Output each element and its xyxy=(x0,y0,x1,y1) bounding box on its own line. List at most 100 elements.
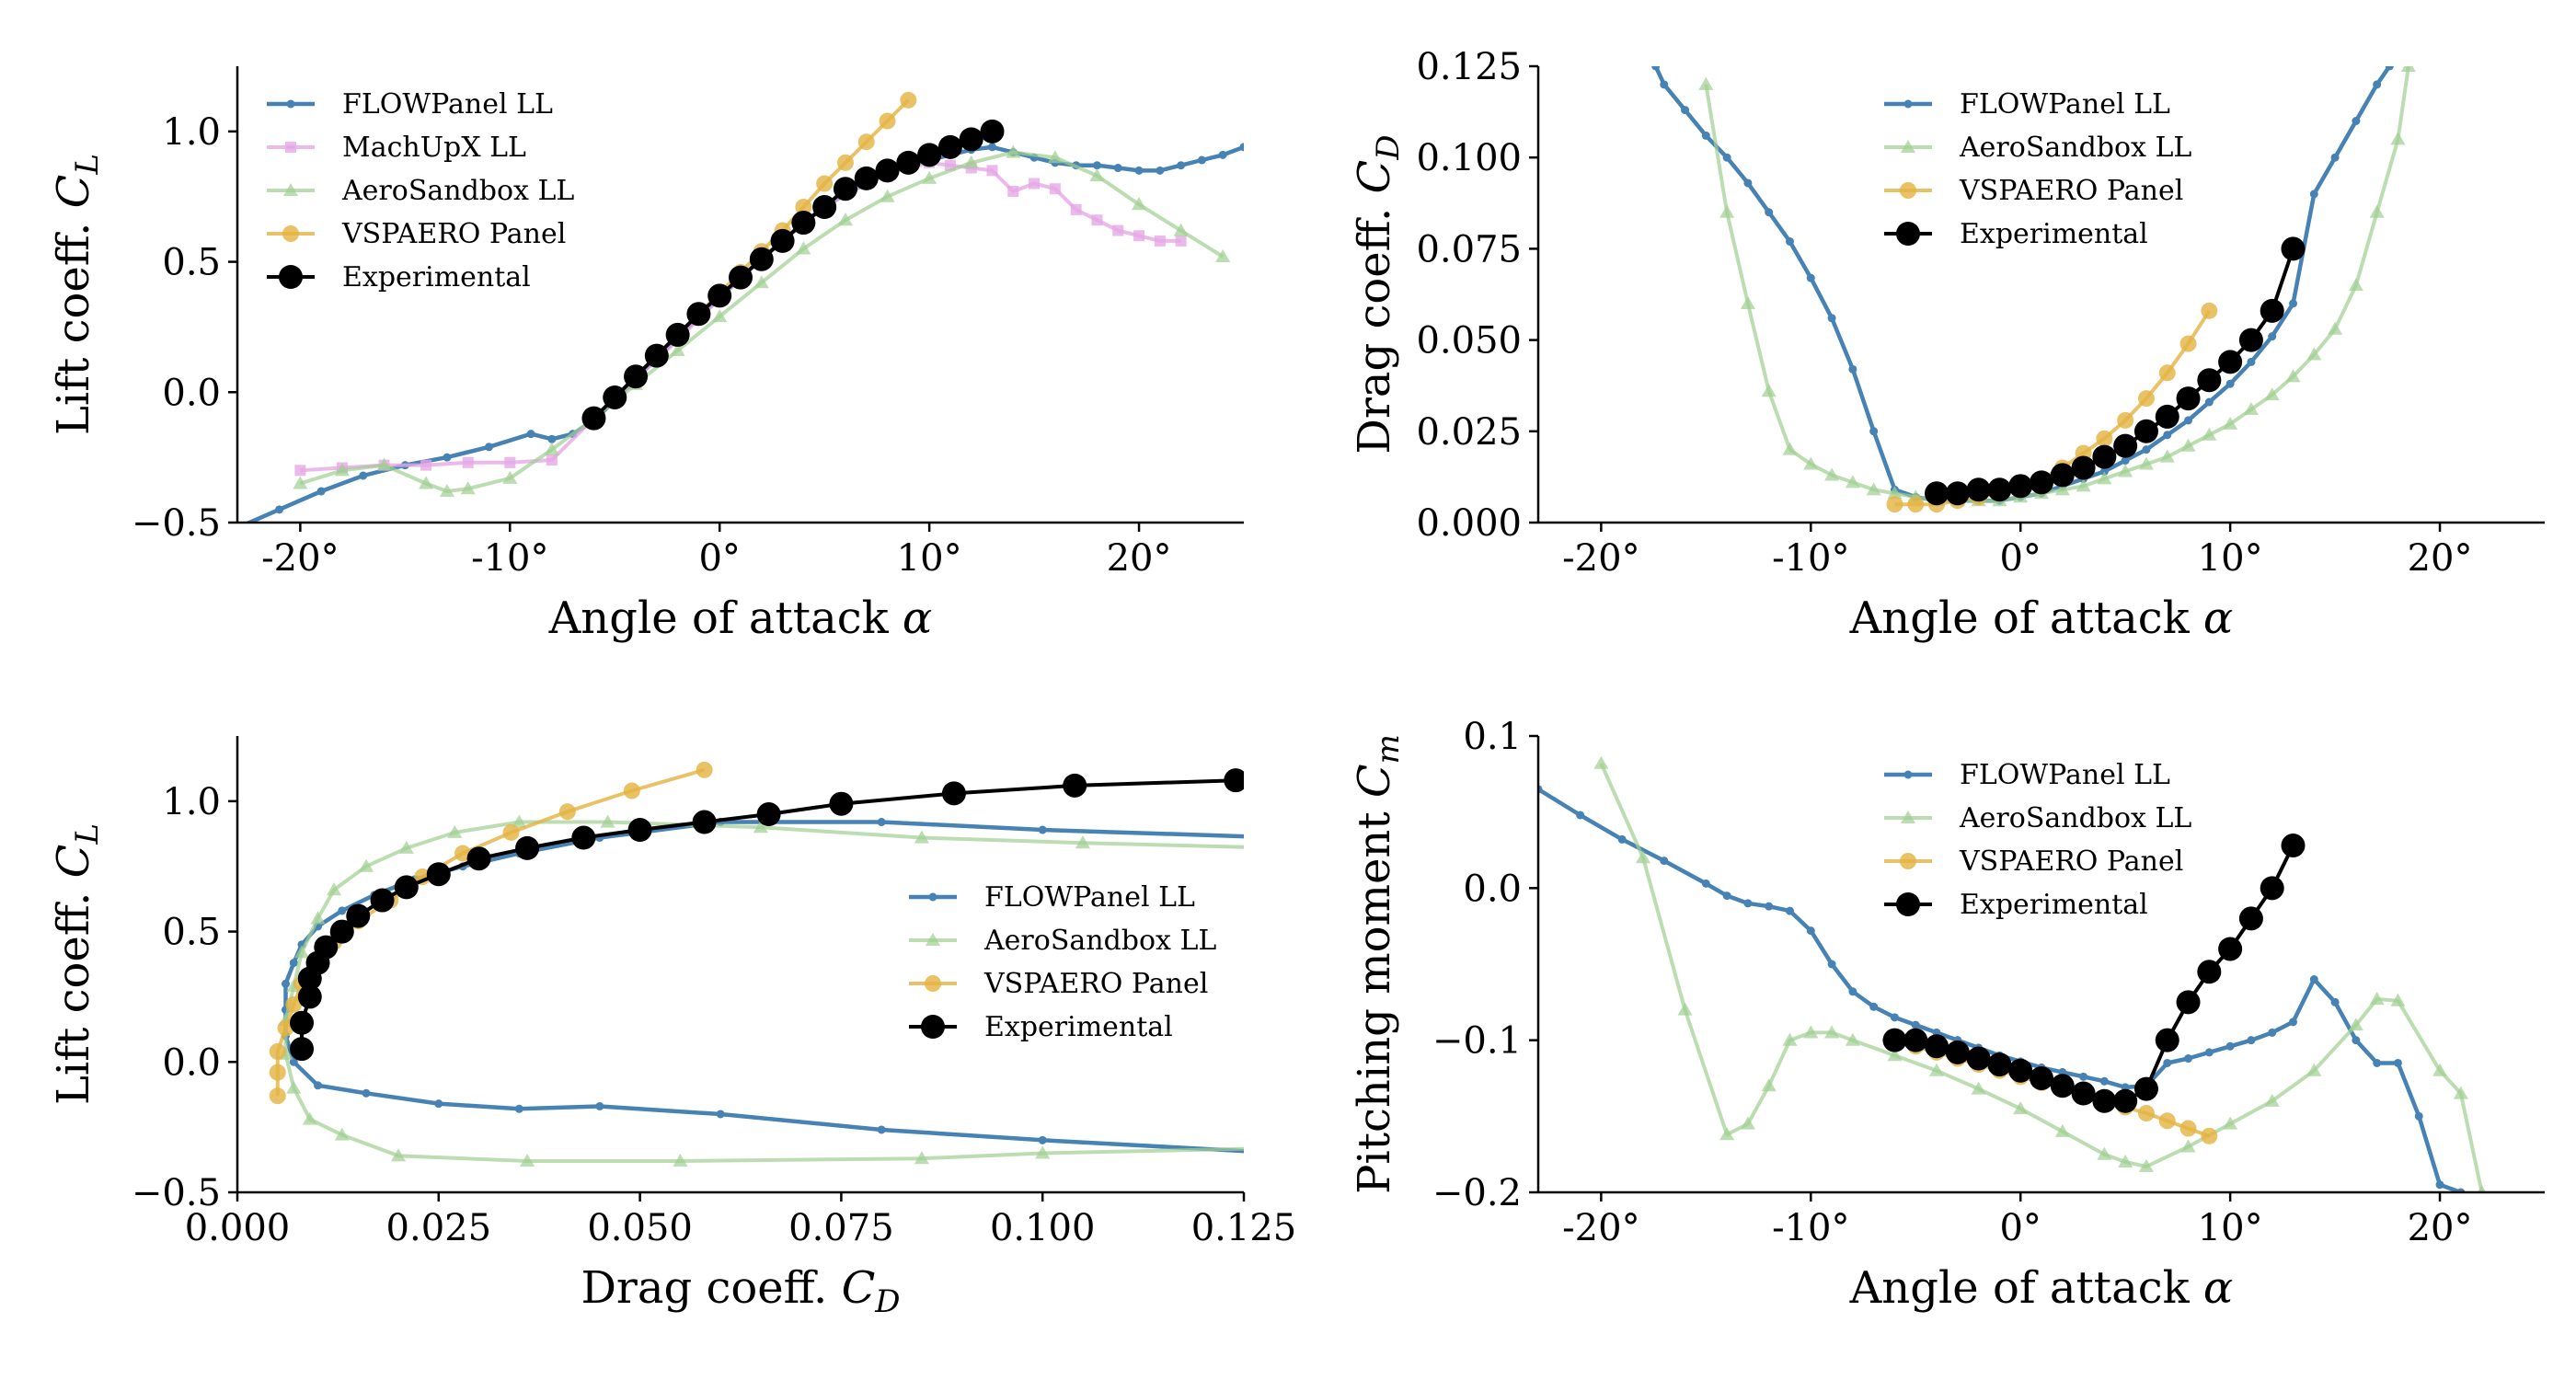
subplot-pitching-vs-alpha: -20° -10° 0° 10° 20° −0.2 −0.1 0.0 0.1 Angle of a… xyxy=(1349,716,2545,1314)
data-point-flowpanel-ll xyxy=(2163,431,2172,440)
x-tick-label: 20° xyxy=(1107,537,1172,580)
data-point-vspaero-panel xyxy=(269,1087,286,1105)
plot-area xyxy=(244,91,1244,523)
data-point-flowpanel-ll xyxy=(2330,153,2340,162)
legend-item-flowpanel-ll: FLOWPanel LL xyxy=(267,88,553,121)
subplot-lift-vs-alpha: -20° -10° 0° 10° 20° −0.5 0.0 0.5 1.0 Angle of at… xyxy=(48,66,1244,644)
data-point-experimental xyxy=(686,302,711,327)
data-point-vspaero-panel xyxy=(558,803,576,821)
data-point-flowpanel-ll xyxy=(2204,397,2214,407)
legend-item-flowpanel-ll: FLOWPanel LL xyxy=(1884,759,2170,791)
data-point-experimental xyxy=(1925,481,1949,506)
data-point-aerosandbox-ll xyxy=(1089,167,1105,182)
data-point-aerosandbox-ll xyxy=(963,155,979,168)
data-point-flowpanel-ll xyxy=(2099,1076,2109,1086)
data-point-aerosandbox-ll xyxy=(286,1080,302,1094)
y-axis-label-subscript: D xyxy=(1370,134,1407,160)
legend-swatch-marker xyxy=(925,975,941,992)
legend-label: AeroSandbox LL xyxy=(1959,802,2191,834)
plot-area xyxy=(1651,66,2416,513)
data-point-flowpanel-ll xyxy=(1617,834,1627,844)
legend-item-vspaero-panel: VSPAERO Panel xyxy=(1884,845,2183,878)
data-point-flowpanel-ll xyxy=(1869,1002,1879,1011)
data-point-flowpanel-ll xyxy=(1827,960,1836,969)
legend-label: VSPAERO Panel xyxy=(1959,845,2183,878)
data-point-aerosandbox-ll xyxy=(1277,841,1292,854)
x-tick-label: 20° xyxy=(2408,1207,2473,1249)
data-point-aerosandbox-ll xyxy=(512,814,527,828)
data-point-aerosandbox-ll xyxy=(753,820,768,834)
data-point-flowpanel-ll xyxy=(314,1081,323,1090)
data-point-vspaero-panel xyxy=(2179,1120,2197,1137)
data-point-flowpanel-ll xyxy=(1576,811,1585,820)
data-point-flowpanel-ll xyxy=(1660,857,1669,866)
x-axis-label-subscript: D xyxy=(874,1283,900,1320)
data-point-aerosandbox-ll xyxy=(1075,835,1091,849)
data-point-aerosandbox-ll xyxy=(390,1148,407,1162)
y-tick-label: 0.025 xyxy=(1416,411,1522,454)
data-point-machupx-ll xyxy=(504,456,516,468)
data-point-vspaero-panel xyxy=(623,782,640,799)
data-point-experimental xyxy=(2071,455,2096,480)
data-point-flowpanel-ll xyxy=(2247,357,2256,366)
y-tick-label: 0.0 xyxy=(162,372,221,414)
legend: FLOWPanel LL MachUpX LL AeroSandbox LL VSPA… xyxy=(267,88,574,293)
data-point-experimental xyxy=(2176,990,2201,1015)
legend-swatch-marker xyxy=(1900,139,1916,154)
data-point-aerosandbox-ll xyxy=(376,457,392,471)
legend-swatch-marker xyxy=(1903,99,1913,109)
x-axis-label: Angle of attack α xyxy=(548,592,933,644)
data-point-aerosandbox-ll xyxy=(2400,66,2416,73)
data-point-experimental xyxy=(1882,1028,1907,1052)
data-point-experimental xyxy=(2238,328,2263,352)
data-point-vspaero-panel xyxy=(2137,1105,2155,1122)
legend-swatch-marker xyxy=(286,99,295,109)
data-point-experimental xyxy=(290,1010,315,1035)
legend-item-experimental: Experimental xyxy=(1884,889,2148,921)
data-point-aerosandbox-ll xyxy=(2076,478,2091,492)
data-point-aerosandbox-ll xyxy=(2054,1123,2070,1137)
data-point-flowpanel-ll xyxy=(514,1104,523,1113)
data-point-vspaero-panel xyxy=(454,845,472,862)
legend-item-vspaero-panel: VSPAERO Panel xyxy=(1884,175,2183,207)
data-point-aerosandbox-ll xyxy=(914,1151,929,1165)
data-point-machupx-ll xyxy=(1112,224,1124,236)
data-point-experimental xyxy=(1987,1052,2012,1077)
data-point-experimental xyxy=(980,119,1005,144)
data-point-flowpanel-ll xyxy=(2142,445,2151,454)
data-point-experimental xyxy=(791,211,816,236)
data-point-flowpanel-ll xyxy=(2330,997,2340,1006)
data-point-aerosandbox-ll xyxy=(293,476,308,489)
data-point-aerosandbox-ll xyxy=(2118,464,2133,477)
data-point-vspaero-panel xyxy=(285,995,303,1013)
data-point-aerosandbox-ll xyxy=(293,945,310,959)
data-point-aerosandbox-ll xyxy=(1866,482,1881,496)
data-point-flowpanel-ll xyxy=(1827,314,1836,323)
data-point-aerosandbox-ll xyxy=(1887,486,1903,500)
data-point-flowpanel-ll xyxy=(1890,1013,1899,1022)
data-point-aerosandbox-ll xyxy=(2118,1154,2133,1167)
x-axis-label-symbol: α xyxy=(903,592,932,644)
legend-label: Experimental xyxy=(342,261,531,293)
y-tick-label: 0.5 xyxy=(162,912,221,954)
data-point-aerosandbox-ll xyxy=(712,309,728,323)
x-axis-label-symbol: α xyxy=(2203,592,2233,644)
data-point-aerosandbox-ll xyxy=(1740,1116,1755,1130)
data-point-vspaero-panel xyxy=(269,1042,286,1060)
subplot-lift-vs-drag: 0.000 0.025 0.050 0.075 0.100 0.125 −0.5 0.0 0.5… xyxy=(48,736,1296,1320)
y-tick-label: 0.0 xyxy=(162,1041,221,1084)
data-point-experimental xyxy=(466,846,491,871)
data-point-aerosandbox-ll xyxy=(460,481,476,495)
data-point-flowpanel-ll xyxy=(2225,379,2235,388)
data-point-flowpanel-ll xyxy=(2478,1196,2486,1204)
data-point-machupx-ll xyxy=(420,459,432,471)
data-point-flowpanel-ll xyxy=(485,443,493,452)
data-point-experimental xyxy=(1945,1040,1970,1064)
data-point-aerosandbox-ll xyxy=(1215,248,1231,262)
data-point-vspaero-panel xyxy=(2096,430,2113,447)
data-point-aerosandbox-ll xyxy=(419,476,434,489)
data-point-experimental xyxy=(729,265,753,290)
data-point-aerosandbox-ll xyxy=(1887,1048,1903,1062)
data-point-vspaero-panel xyxy=(879,112,896,130)
data-point-aerosandbox-ll xyxy=(1277,1141,1292,1154)
